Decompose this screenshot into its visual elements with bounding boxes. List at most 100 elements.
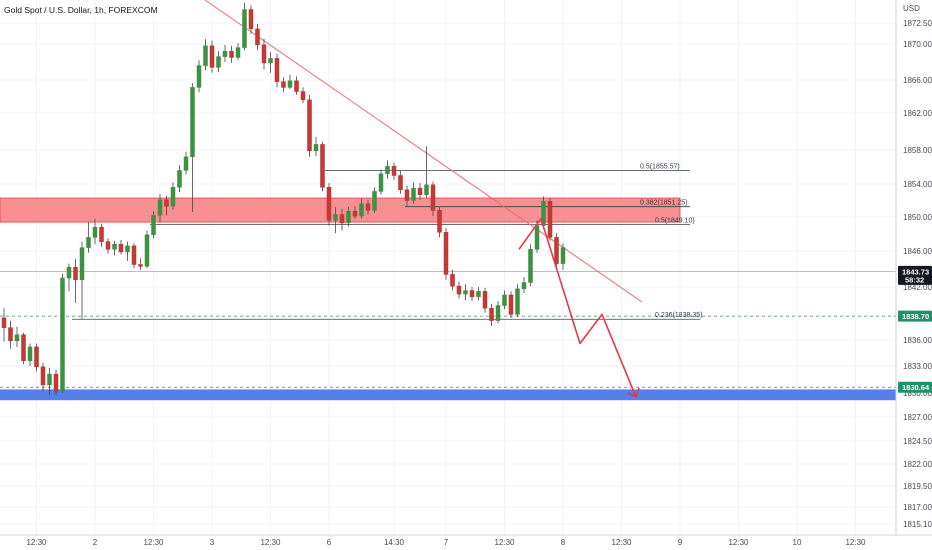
candle[interactable] xyxy=(430,181,436,217)
support-zone[interactable] xyxy=(0,389,896,401)
candle[interactable] xyxy=(222,44,228,62)
candle[interactable] xyxy=(40,362,46,392)
candle[interactable] xyxy=(437,207,442,238)
candle[interactable] xyxy=(27,343,33,366)
candle-body-down xyxy=(73,266,78,281)
candle[interactable] xyxy=(359,198,364,219)
candle[interactable] xyxy=(14,326,20,347)
candle[interactable] xyxy=(346,207,351,227)
candle[interactable] xyxy=(190,83,195,213)
candle[interactable] xyxy=(79,241,85,319)
candle[interactable] xyxy=(411,182,416,204)
candle[interactable] xyxy=(60,273,65,394)
candle[interactable] xyxy=(21,332,26,365)
price-axis[interactable]: 1872.50 1870.00 1866.00 1862.00 1858.00 1854.… xyxy=(903,19,932,529)
candle-body-down xyxy=(326,187,332,221)
candle[interactable] xyxy=(469,287,475,302)
candle[interactable] xyxy=(274,53,280,88)
candle[interactable] xyxy=(560,243,566,270)
candle[interactable] xyxy=(268,52,273,73)
candle[interactable] xyxy=(333,207,338,234)
candle[interactable] xyxy=(554,233,559,269)
candle[interactable] xyxy=(66,263,72,292)
candle[interactable] xyxy=(138,258,143,270)
candle[interactable] xyxy=(112,240,117,256)
candle[interactable] xyxy=(92,218,98,245)
candle-body-up xyxy=(66,266,72,279)
candle[interactable] xyxy=(281,77,286,93)
candle[interactable] xyxy=(307,94,312,157)
candle[interactable] xyxy=(73,259,78,303)
candle[interactable] xyxy=(495,301,501,324)
candle[interactable] xyxy=(372,187,377,213)
candle[interactable] xyxy=(131,243,137,269)
candle[interactable] xyxy=(216,51,221,72)
candle[interactable] xyxy=(339,208,345,231)
candle-body-down xyxy=(105,241,111,250)
candle[interactable] xyxy=(508,291,514,318)
candle-layer[interactable] xyxy=(1,2,566,396)
candle[interactable] xyxy=(242,2,247,51)
candle[interactable] xyxy=(1,308,7,342)
candle[interactable] xyxy=(294,76,299,95)
candle[interactable] xyxy=(157,193,163,223)
candle[interactable] xyxy=(443,228,449,280)
time-axis[interactable]: 12:30 2 12:30 3 12:30 6 14:30 7 12:30 8 12:30 9 12:3… xyxy=(26,538,866,547)
candle[interactable] xyxy=(86,222,91,253)
candle[interactable] xyxy=(47,367,52,395)
candle[interactable] xyxy=(151,211,156,239)
candle[interactable] xyxy=(255,23,260,51)
candle[interactable] xyxy=(8,320,13,349)
candle[interactable] xyxy=(287,74,293,90)
candle[interactable] xyxy=(118,239,124,255)
candle[interactable] xyxy=(203,38,208,71)
candle[interactable] xyxy=(352,206,358,219)
candle[interactable] xyxy=(424,146,429,199)
candle[interactable] xyxy=(300,87,306,104)
candle[interactable] xyxy=(235,43,241,61)
candle[interactable] xyxy=(326,183,332,226)
candle[interactable] xyxy=(515,284,520,318)
candle[interactable] xyxy=(463,284,468,301)
candle[interactable] xyxy=(125,241,130,261)
fib-level-label: 0.382(1851.25) xyxy=(640,200,687,207)
candle[interactable] xyxy=(177,165,182,193)
descending-trendline[interactable] xyxy=(204,0,643,303)
candle[interactable] xyxy=(144,230,150,269)
candle[interactable] xyxy=(547,198,553,241)
candle[interactable] xyxy=(229,45,234,63)
y-tick-label: 1815.10 xyxy=(903,520,932,529)
candle[interactable] xyxy=(53,369,59,396)
candle[interactable] xyxy=(450,269,455,291)
candle[interactable] xyxy=(313,137,319,156)
candle[interactable] xyxy=(196,60,202,93)
candle[interactable] xyxy=(164,195,169,216)
candle[interactable] xyxy=(183,151,189,175)
candle[interactable] xyxy=(365,199,371,215)
candle[interactable] xyxy=(320,141,325,192)
candle[interactable] xyxy=(404,185,410,207)
candle[interactable] xyxy=(476,287,481,301)
projected-path[interactable] xyxy=(518,217,637,398)
candle[interactable] xyxy=(105,238,111,254)
candle[interactable] xyxy=(209,40,215,73)
candle[interactable] xyxy=(261,38,267,70)
candle[interactable] xyxy=(482,287,488,313)
candle[interactable] xyxy=(378,169,384,195)
candle[interactable] xyxy=(521,277,527,294)
candle[interactable] xyxy=(528,244,533,287)
candle[interactable] xyxy=(385,160,390,179)
candle[interactable] xyxy=(502,290,507,310)
price-tag-value: 1838.70 xyxy=(902,312,929,321)
candle[interactable] xyxy=(417,183,423,200)
candle[interactable] xyxy=(248,5,254,34)
x-tick-label: 12:30 xyxy=(845,538,866,547)
candle[interactable] xyxy=(99,223,104,247)
candle[interactable] xyxy=(391,162,397,180)
candle[interactable] xyxy=(398,170,403,194)
candle[interactable] xyxy=(170,182,176,210)
candle[interactable] xyxy=(456,281,462,299)
candle[interactable] xyxy=(489,303,494,326)
candle[interactable] xyxy=(34,343,39,372)
